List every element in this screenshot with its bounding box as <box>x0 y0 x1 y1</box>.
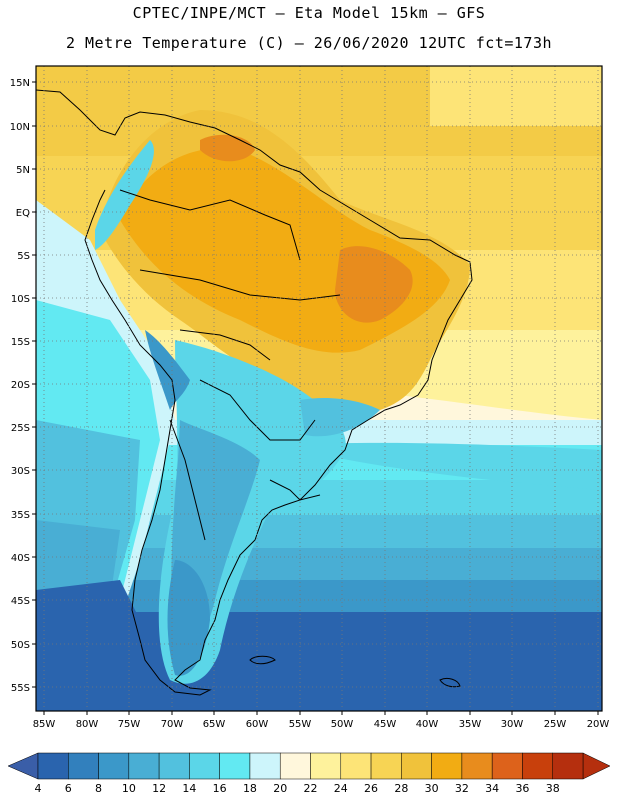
legend-label: 38 <box>545 782 560 795</box>
lat-label: 15N <box>10 78 30 89</box>
legend-swatch <box>68 752 99 780</box>
legend-swatch <box>431 752 463 780</box>
legend-label: 12 <box>152 782 167 795</box>
latitude-labels: 15N 10N 5N EQ 5S 10S 15S 20S 25S 30S 35S… <box>10 78 30 694</box>
legend-swatch <box>522 752 553 780</box>
legend-overflow-arrow <box>582 752 611 780</box>
lat-label: 45S <box>11 596 30 607</box>
axis-ticks <box>32 81 599 715</box>
legend-label: 4 <box>34 782 42 795</box>
legend-swatch <box>219 752 251 780</box>
lon-label: 80W <box>76 719 99 730</box>
map-frame <box>35 65 603 712</box>
legend-label: 10 <box>121 782 136 795</box>
longitude-labels: 85W 80W 75W 70W 65W 60W 55W 50W 45W 40W … <box>33 719 610 730</box>
map-title-line-2: 2 Metre Temperature (C) – 26/06/2020 12U… <box>65 34 553 52</box>
map-title-line-1: CPTEC/INPE/MCT – Eta Model 15km – GFS <box>132 4 486 22</box>
lat-label: 30S <box>11 466 30 477</box>
legend-label: 8 <box>95 782 103 795</box>
lat-label: 35S <box>11 510 30 521</box>
lon-label: 30W <box>501 719 524 730</box>
lat-label: 5S <box>17 251 30 262</box>
lat-label: 10S <box>11 294 30 305</box>
legend-label: 32 <box>454 782 469 795</box>
lon-label: 35W <box>459 719 482 730</box>
legend-label: 20 <box>273 782 288 795</box>
lat-label: 20S <box>11 380 30 391</box>
lat-label: EQ <box>16 208 30 219</box>
temperature-field <box>36 66 602 711</box>
lon-label: 70W <box>161 719 184 730</box>
color-legend-bar <box>7 752 611 780</box>
legend-swatch <box>158 752 190 780</box>
legend-label: 28 <box>394 782 409 795</box>
legend-swatch <box>370 752 402 780</box>
lon-label: 75W <box>118 719 141 730</box>
lat-label: 55S <box>11 683 30 694</box>
legend-swatch <box>37 752 69 780</box>
lat-label: 5N <box>16 165 30 176</box>
lat-label: 15S <box>11 337 30 348</box>
legend-swatch <box>128 752 160 780</box>
legend-swatch <box>279 752 311 780</box>
legend-swatch <box>310 752 342 780</box>
legend-label: 22 <box>303 782 318 795</box>
legend-swatch <box>189 752 220 780</box>
lon-label: 50W <box>331 719 354 730</box>
legend-label: 14 <box>182 782 197 795</box>
lon-label: 45W <box>374 719 397 730</box>
lat-label: 40S <box>11 553 30 564</box>
lon-label: 40W <box>416 719 439 730</box>
legend-label: 24 <box>333 782 348 795</box>
lat-label: 10N <box>10 122 30 133</box>
legend-swatch <box>461 752 493 780</box>
legend-label: 16 <box>212 782 227 795</box>
coastline <box>35 89 473 696</box>
legend-swatch <box>401 752 432 780</box>
lat-label: 50S <box>11 640 30 651</box>
legend-underflow-arrow <box>7 752 39 780</box>
legend-label: 34 <box>485 782 500 795</box>
legend-label: 6 <box>64 782 72 795</box>
lon-label: 65W <box>203 719 226 730</box>
lon-label: 25W <box>544 719 567 730</box>
lon-label: 60W <box>246 719 269 730</box>
legend-label: 30 <box>424 782 439 795</box>
legend-swatch <box>491 752 523 780</box>
legend-swatch <box>249 752 281 780</box>
lon-label: 20W <box>587 719 610 730</box>
legend-label: 26 <box>364 782 379 795</box>
lat-label: 25S <box>11 423 30 434</box>
legend-label: 18 <box>242 782 257 795</box>
legend-swatch <box>340 752 372 780</box>
legend-swatch <box>552 752 584 780</box>
lon-label: 55W <box>289 719 312 730</box>
legend-label: 36 <box>515 782 530 795</box>
lon-label: 85W <box>33 719 56 730</box>
legend-swatch <box>98 752 130 780</box>
